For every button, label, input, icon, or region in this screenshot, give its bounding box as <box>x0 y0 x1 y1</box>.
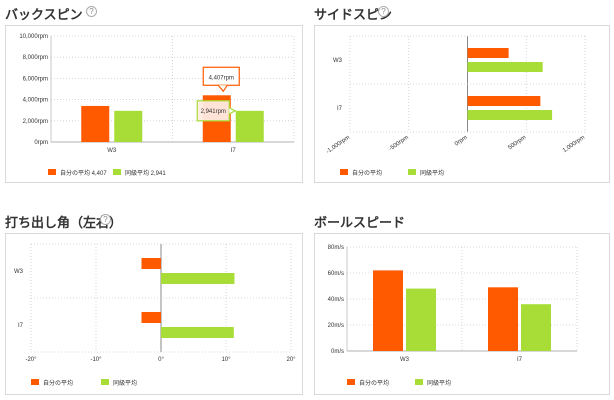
legend-swatch-self <box>31 379 39 385</box>
legend-swatch-self <box>347 379 355 385</box>
y-tick-label: 2,000rpm <box>23 119 48 125</box>
ball-speed-title: ボールスピード <box>314 215 406 230</box>
legend-label-peer: 同級平均 <box>113 379 137 387</box>
x-tick-label: W3 <box>107 148 117 154</box>
bar-self-I7 <box>141 312 161 323</box>
bar-peer-W3 <box>467 62 543 72</box>
back-spin-help-icon[interactable]: ? <box>86 6 97 17</box>
x-tick-label: 500rpm <box>507 135 527 152</box>
x-tick-label: I7 <box>231 148 237 154</box>
y-tick-label: 4,000rpm <box>23 98 48 104</box>
launch-angle-title: 打ち出し角（左右） <box>5 215 123 230</box>
tooltip-peer-label: 2,941rpm <box>201 109 226 115</box>
ball-speed-panel: 0m/s 20m/s 40m/s 60m/s 80m/s W3 I7 自分の平均 同級平均 <box>314 233 610 395</box>
legend-label-self: 自分の平均 <box>352 169 382 177</box>
launch-angle-help-icon[interactable]: ? <box>100 214 111 225</box>
bar-peer-I7 <box>521 304 551 351</box>
legend-label-self: 自分の平均 <box>359 379 389 387</box>
x-tick-label: 1,000rpm <box>562 135 586 154</box>
legend-label-peer: 同級平均 2,941 <box>125 169 166 177</box>
y-tick-label: 8,000rpm <box>23 55 48 61</box>
y-tick-label: 40m/s <box>328 297 344 303</box>
x-tick-label: 0° <box>158 357 164 363</box>
side-spin-title: サイドスピン <box>314 7 393 22</box>
bar-self-I7 <box>488 287 518 351</box>
bar-peer-I7 <box>467 110 553 120</box>
y-tick-label: 20m/s <box>328 323 344 329</box>
side-spin-help-icon[interactable]: ? <box>378 6 389 17</box>
back-spin-panel: 0rpm 2,000rpm 4,000rpm 6,000rpm 8,000rpm 10,0… <box>5 25 303 183</box>
legend-label-self: 自分の平均 <box>43 379 73 387</box>
tooltip-peer-pointer <box>228 107 237 115</box>
bar-peer-W3 <box>114 110 143 142</box>
back-spin-title: バックスピン <box>5 7 83 22</box>
y-tick-label: 6,000rpm <box>23 76 48 82</box>
y-tick-label: I7 <box>18 323 24 329</box>
side-spin-panel: -1,000rpm -500rpm 0rpm 500rpm 1,000rpm W3 I7 自分… <box>314 25 610 183</box>
y-tick-label: 60m/s <box>328 271 344 277</box>
bar-self-W3 <box>467 48 509 58</box>
x-tick-label: 20° <box>286 357 296 363</box>
ball-speed-chart: 0m/s 20m/s 40m/s 60m/s 80m/s W3 I7 自分の平均 同級平均 <box>328 245 578 387</box>
x-tick-label: -10° <box>90 357 102 363</box>
launch-angle-chart: -20° -10° 0° 10° 20° W3 I7 自分の平均 同級平均 <box>14 243 296 387</box>
y-tick-label: 80m/s <box>328 245 344 251</box>
y-tick-label: I7 <box>337 106 343 112</box>
y-tick-label: 10,000rpm <box>19 34 48 40</box>
x-tick-label: -20° <box>25 357 37 363</box>
back-spin-chart: 0rpm 2,000rpm 4,000rpm 6,000rpm 8,000rpm 10,0… <box>19 34 295 177</box>
legend-swatch-peer <box>415 379 423 385</box>
legend-label-peer: 同級平均 <box>427 379 451 387</box>
x-tick-label: 10° <box>221 357 231 363</box>
x-tick-label: -1,000rpm <box>325 135 351 156</box>
y-tick-label: W3 <box>333 58 343 64</box>
bar-self-W3 <box>81 105 110 142</box>
legend-label-peer: 同級平均 <box>420 169 444 177</box>
y-tick-label: W3 <box>14 269 24 275</box>
legend-label-self: 自分の平均 4,407 <box>60 169 107 177</box>
legend-swatch-self <box>340 169 348 175</box>
side-spin-chart: -1,000rpm -500rpm 0rpm 500rpm 1,000rpm W3 I7 自分… <box>325 35 586 177</box>
tooltip-self-pointer <box>217 84 228 93</box>
x-tick-label: 0rpm <box>454 135 469 148</box>
tooltip-self-label: 4,407rpm <box>209 75 234 81</box>
legend-swatch-self <box>48 169 56 175</box>
x-tick-label: W3 <box>400 357 410 363</box>
legend-swatch-peer <box>408 169 416 175</box>
tooltip-self <box>202 66 240 86</box>
bar-peer-W3 <box>406 288 436 351</box>
y-tick-label: 0m/s <box>331 349 344 355</box>
x-tick-label: -500rpm <box>388 135 410 153</box>
bar-self-I7 <box>467 96 541 106</box>
bar-peer-W3 <box>161 273 235 284</box>
legend-swatch-peer <box>101 379 109 385</box>
bar-self-W3 <box>373 270 403 351</box>
bar-peer-I7 <box>235 110 264 142</box>
x-tick-label: I7 <box>517 357 523 363</box>
legend-swatch-peer <box>113 169 121 175</box>
bar-self-W3 <box>141 258 161 269</box>
y-tick-label: 0rpm <box>34 140 48 146</box>
launch-angle-panel: -20° -10° 0° 10° 20° W3 I7 自分の平均 同級平均 <box>5 233 303 395</box>
bar-peer-I7 <box>161 327 234 338</box>
